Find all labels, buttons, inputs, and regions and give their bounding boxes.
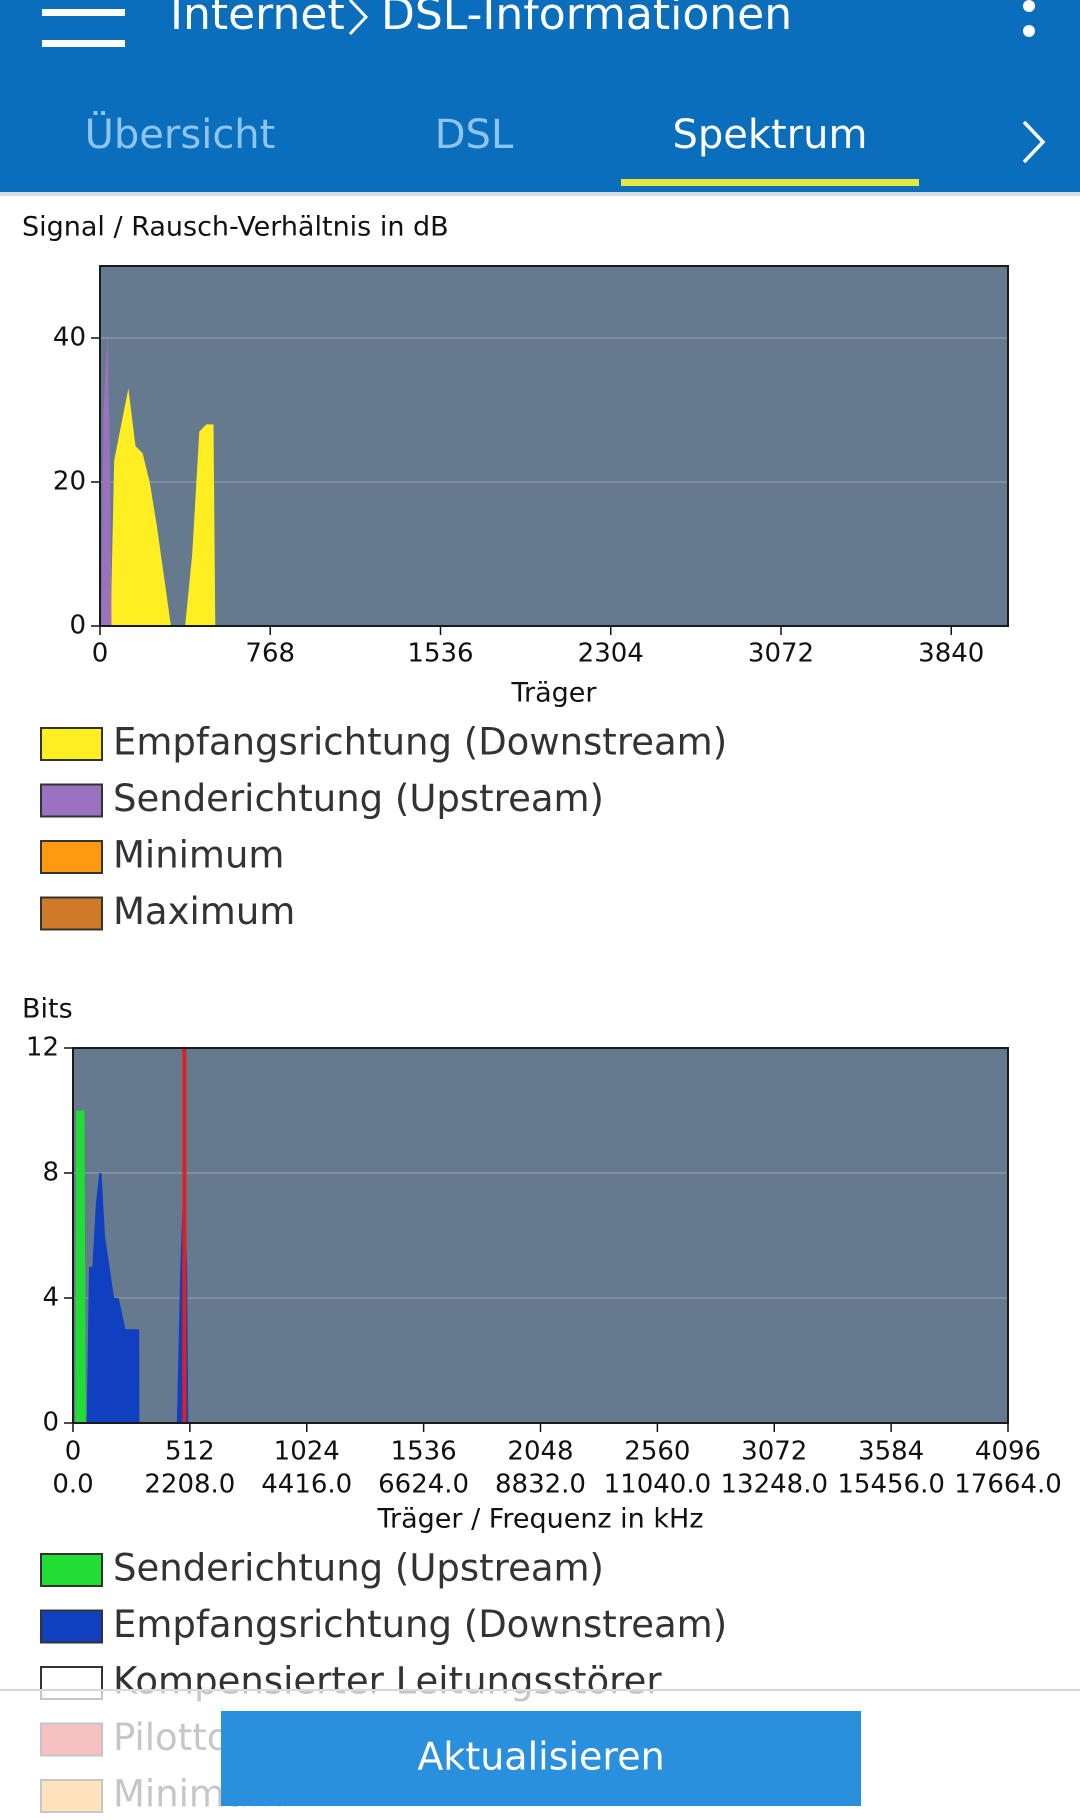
y-tick-label: 20 xyxy=(53,467,86,497)
dot xyxy=(1023,0,1035,12)
x-tick-label: 1536 xyxy=(391,1437,457,1467)
x-tick-label: 3072 xyxy=(748,639,814,669)
x-axis-label: Träger / Frequenz in kHz xyxy=(376,1504,703,1535)
x-tick-label: 512 xyxy=(165,1437,215,1467)
x-tick-label: 3584 xyxy=(858,1437,924,1467)
spike xyxy=(182,1048,187,1423)
legend-swatch xyxy=(40,783,103,818)
x-tick-label: 1024 xyxy=(274,1437,340,1467)
y-tick-label: 0 xyxy=(69,611,86,641)
plot-border xyxy=(72,1047,1009,1424)
menu-button[interactable] xyxy=(42,9,125,47)
chart-title: Bits xyxy=(22,994,73,1025)
y-tick-label: 0 xyxy=(42,1408,59,1438)
x2-tick-label: 13248.0 xyxy=(720,1470,828,1500)
area xyxy=(86,1173,189,1423)
refresh-button[interactable] xyxy=(221,1711,861,1806)
x-axis-label: Träger xyxy=(510,678,597,709)
legend-swatch xyxy=(40,840,103,874)
x-tick-label: 0 xyxy=(65,1437,82,1467)
x2-tick-label: 4416.0 xyxy=(261,1470,352,1500)
breadcrumb-chevron xyxy=(348,0,369,36)
app-bar-shadow xyxy=(0,192,1080,196)
x2-tick-label: 17664.0 xyxy=(954,1470,1062,1500)
x2-tick-label: 2208.0 xyxy=(144,1470,235,1500)
plot-area xyxy=(73,1048,1008,1423)
x2-tick-label: 15456.0 xyxy=(837,1470,945,1500)
x-tick-label: 1536 xyxy=(407,639,473,669)
y-tick-label: 4 xyxy=(42,1283,59,1313)
x-tick-label: 2304 xyxy=(578,639,644,669)
overflow-menu[interactable] xyxy=(1023,0,1035,37)
x-tick-label: 2560 xyxy=(624,1437,690,1467)
tab[interactable]: DSL xyxy=(435,112,514,158)
legend-label: Maximum xyxy=(113,890,295,933)
legend-swatch xyxy=(40,1553,103,1587)
tabs-next[interactable] xyxy=(1022,120,1046,164)
tab[interactable]: Übersicht xyxy=(85,110,276,158)
page-title: DSL-Informationen xyxy=(381,0,792,40)
legend-swatch xyxy=(40,1609,103,1644)
x-tick-label: 3072 xyxy=(741,1437,807,1467)
tab[interactable]: Spektrum xyxy=(673,112,868,158)
x2-tick-label: 6624.0 xyxy=(378,1470,469,1500)
y-tick-label: 12 xyxy=(26,1033,59,1063)
x-tick-label: 2048 xyxy=(507,1437,573,1467)
x-tick-label: 768 xyxy=(245,639,295,669)
app-bar xyxy=(0,0,1080,192)
x-tick-label: 0 xyxy=(92,639,109,669)
x-tick-label: 4096 xyxy=(975,1437,1041,1467)
area xyxy=(75,1110,86,1423)
legend-label: Empfangsrichtung (Downstream) xyxy=(113,1603,727,1646)
y-tick-label: 40 xyxy=(53,323,86,353)
legend-label: Minimum xyxy=(113,834,284,877)
area xyxy=(101,330,112,626)
breadcrumb[interactable]: Internet xyxy=(170,0,345,40)
x2-tick-label: 11040.0 xyxy=(604,1470,712,1500)
x2-tick-label: 0.0 xyxy=(52,1470,93,1500)
chart-title: Signal / Rausch-Verhältnis in dB xyxy=(22,212,449,243)
y-tick-label: 8 xyxy=(42,1158,59,1188)
x-tick-label: 3840 xyxy=(918,639,984,669)
menu-bar xyxy=(42,9,125,16)
plot-border xyxy=(99,265,1009,627)
legend-swatch xyxy=(40,896,103,931)
plot-area xyxy=(100,266,1008,626)
legend-label: Empfangsrichtung (Downstream) xyxy=(113,721,727,764)
dot xyxy=(1023,25,1035,37)
tab-indicator xyxy=(621,179,919,186)
legend-label: Senderichtung (Upstream) xyxy=(113,777,604,820)
x2-tick-label: 8832.0 xyxy=(495,1470,586,1500)
menu-bar xyxy=(42,40,125,47)
area xyxy=(110,388,216,626)
refresh-button-label: Aktualisieren xyxy=(417,1735,664,1779)
legend-label: Senderichtung (Upstream) xyxy=(113,1547,604,1590)
legend-swatch xyxy=(40,727,103,761)
